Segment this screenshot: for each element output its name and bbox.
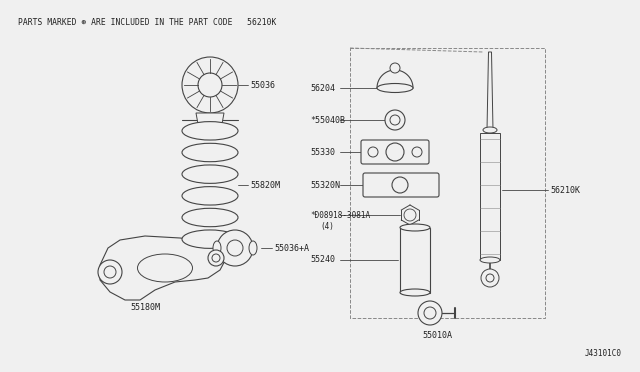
Ellipse shape bbox=[249, 241, 257, 255]
Circle shape bbox=[390, 63, 400, 73]
Circle shape bbox=[386, 143, 404, 161]
Ellipse shape bbox=[400, 224, 430, 231]
Text: 55240: 55240 bbox=[310, 256, 335, 264]
Text: 55180M: 55180M bbox=[130, 304, 160, 312]
Circle shape bbox=[368, 147, 378, 157]
Circle shape bbox=[182, 57, 238, 113]
Circle shape bbox=[424, 307, 436, 319]
Ellipse shape bbox=[480, 257, 500, 263]
Text: 55036+A: 55036+A bbox=[274, 244, 309, 253]
Polygon shape bbox=[100, 236, 228, 300]
Text: *55040B: *55040B bbox=[310, 115, 345, 125]
Ellipse shape bbox=[182, 143, 238, 162]
Ellipse shape bbox=[400, 289, 430, 296]
Text: J43101C0: J43101C0 bbox=[585, 349, 622, 358]
Ellipse shape bbox=[182, 187, 238, 205]
Circle shape bbox=[412, 147, 422, 157]
Circle shape bbox=[392, 177, 408, 193]
Ellipse shape bbox=[377, 83, 413, 93]
Circle shape bbox=[404, 209, 416, 221]
FancyBboxPatch shape bbox=[361, 140, 429, 164]
Polygon shape bbox=[487, 52, 493, 130]
Circle shape bbox=[208, 250, 224, 266]
Polygon shape bbox=[196, 113, 224, 135]
Circle shape bbox=[486, 274, 494, 282]
Text: 55036: 55036 bbox=[250, 80, 275, 90]
Text: 56204: 56204 bbox=[310, 83, 335, 93]
Ellipse shape bbox=[182, 122, 238, 140]
Circle shape bbox=[418, 301, 442, 325]
Ellipse shape bbox=[483, 127, 497, 133]
Text: 55320N: 55320N bbox=[310, 180, 340, 189]
Text: *Ð08918-3081A: *Ð08918-3081A bbox=[310, 211, 370, 219]
Ellipse shape bbox=[182, 165, 238, 183]
Text: (4): (4) bbox=[320, 221, 334, 231]
FancyBboxPatch shape bbox=[363, 173, 439, 197]
Ellipse shape bbox=[200, 131, 220, 138]
Ellipse shape bbox=[182, 230, 238, 248]
Bar bbox=[350, 48, 545, 318]
Text: PARTS MARKED ⊛ ARE INCLUDED IN THE PART CODE   56210K: PARTS MARKED ⊛ ARE INCLUDED IN THE PART … bbox=[18, 18, 276, 27]
Circle shape bbox=[198, 73, 222, 97]
Ellipse shape bbox=[213, 241, 221, 255]
Circle shape bbox=[481, 269, 499, 287]
Ellipse shape bbox=[182, 208, 238, 227]
Circle shape bbox=[104, 266, 116, 278]
Bar bbox=[480, 133, 500, 260]
Ellipse shape bbox=[138, 254, 193, 282]
Circle shape bbox=[217, 230, 253, 266]
Text: 55820M: 55820M bbox=[250, 180, 280, 189]
Circle shape bbox=[212, 254, 220, 262]
Circle shape bbox=[390, 115, 400, 125]
Text: 56210K: 56210K bbox=[550, 186, 580, 195]
Circle shape bbox=[227, 240, 243, 256]
Bar bbox=[400, 228, 430, 292]
Text: 55330: 55330 bbox=[310, 148, 335, 157]
Text: 55010A: 55010A bbox=[422, 330, 452, 340]
Circle shape bbox=[98, 260, 122, 284]
Circle shape bbox=[385, 110, 405, 130]
